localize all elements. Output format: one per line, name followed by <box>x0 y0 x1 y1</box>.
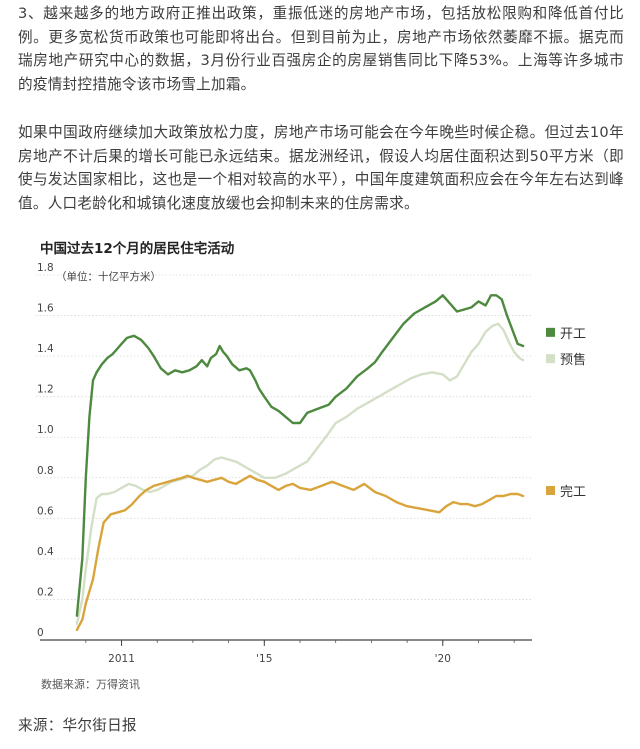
y-tick-label: 0.6 <box>37 505 54 517</box>
series-line-2 <box>77 324 523 624</box>
chart-gridlines <box>36 275 532 599</box>
legend-swatch <box>546 328 555 337</box>
y-axis-unit-label: （单位：十亿平方米） <box>56 270 161 283</box>
x-tick-label: '15 <box>256 653 272 665</box>
y-tick-label: 0.8 <box>37 465 54 477</box>
y-tick-label: 0.2 <box>37 586 54 598</box>
article-source: 来源：华尔街日报 <box>18 714 137 735</box>
x-tick-label: 2011 <box>108 653 135 665</box>
legend-swatch <box>546 354 555 363</box>
x-tick-label: '20 <box>435 653 451 665</box>
legend-label: 预售 <box>560 352 586 368</box>
y-tick-label: 0 <box>37 627 44 639</box>
legend-swatch <box>546 486 555 495</box>
y-tick-label: 1.4 <box>37 343 54 355</box>
series-line-3 <box>77 476 523 630</box>
article-paragraph-1: 3、越来越多的地方政府正推出政策，重振低迷的房地产市场，包括放松限购和降低首付比… <box>18 2 624 96</box>
legend-label: 开工 <box>560 327 586 342</box>
y-tick-label: 1.0 <box>37 424 54 436</box>
chart-series <box>77 295 523 630</box>
chart-axes: 0 0.2 0.4 0.6 0.8 1.0 1.2 1.4 1.6 1.8 2011 '15 '20 <box>37 262 532 665</box>
article-paragraph-2: 如果中国政府继续加大政策放松力度，房地产市场可能会在今年晚些时候企稳。但过去10… <box>18 121 624 215</box>
y-tick-label: 1.6 <box>37 303 54 315</box>
series-line-1 <box>77 295 523 615</box>
residential-activity-chart: 0 0.2 0.4 0.6 0.8 1.0 1.2 1.4 1.6 1.8 2011 '15 '20 开… <box>0 255 640 695</box>
chart-title: 中国过去12个月的居民住宅活动 <box>40 237 234 257</box>
chart-source-note: 数据来源：万得资讯 <box>41 676 140 692</box>
y-tick-label: 1.2 <box>37 384 54 396</box>
y-tick-label: 1.8 <box>37 262 54 274</box>
y-tick-label: 0.4 <box>37 546 54 558</box>
legend-label: 完工 <box>560 485 586 500</box>
